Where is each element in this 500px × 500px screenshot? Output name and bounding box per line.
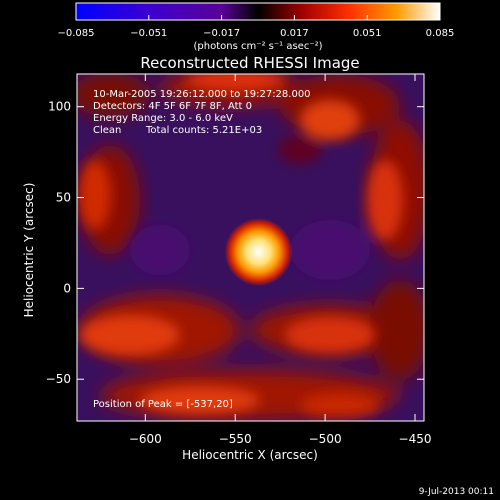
x-tick-label: −550 <box>219 432 252 446</box>
y-tick-label: 0 <box>63 281 71 295</box>
y-axis-label: Heliocentric Y (arcsec) <box>22 183 36 318</box>
x-tick-label: −600 <box>129 432 162 446</box>
x-tick-label: −450 <box>399 432 432 446</box>
annotation-detectors: Detectors: 4F 5F 6F 7F 8F, Att 0 <box>93 101 252 112</box>
colorbar-tick-label: −0.085 <box>57 28 94 39</box>
chart-title: Reconstructed RHESSI Image <box>140 54 359 72</box>
heatmap-image <box>77 74 424 421</box>
colorbar-gradient <box>75 2 441 21</box>
colorbar-tick-label: 0.017 <box>280 28 309 39</box>
colorbar-tick-label: −0.017 <box>203 28 240 39</box>
colorbar: −0.085 −0.051 −0.017 0.017 0.051 0.085 (photo… <box>57 2 454 52</box>
peak-position-label: Position of Peak = [-537,20] <box>93 399 233 410</box>
annotation-total-counts: Total counts: 5.21E+03 <box>145 125 262 136</box>
annotation-block: 10-Mar-2005 19:26:12.000 to 19:27:28.000… <box>93 89 311 136</box>
colorbar-tick-label: 0.051 <box>353 28 382 39</box>
annotation-time-range: 10-Mar-2005 19:26:12.000 to 19:27:28.000 <box>93 89 311 100</box>
y-axis-ticks: −50 0 50 100 <box>46 100 424 386</box>
plot-frame <box>76 73 425 422</box>
x-tick-label: −500 <box>309 432 342 446</box>
y-tick-label: 50 <box>56 191 71 205</box>
colorbar-ticks: −0.085 −0.051 −0.017 0.017 0.051 0.085 <box>57 15 454 39</box>
colorbar-tick-label: −0.051 <box>130 28 167 39</box>
annotation-method: Clean <box>93 125 121 136</box>
x-axis-ticks: −600 −550 −500 −450 <box>129 74 432 446</box>
footer-timestamp: 9-Jul-2013 00:11 <box>419 487 494 497</box>
peak-source <box>224 218 293 287</box>
y-tick-label: −50 <box>46 372 71 386</box>
x-axis-label: Heliocentric X (arcsec) <box>182 448 318 462</box>
y-tick-label: 100 <box>48 100 71 114</box>
colorbar-tick-label: 0.085 <box>426 28 455 39</box>
colorbar-unit-label: (photons cm⁻² s⁻¹ asec⁻²) <box>193 41 322 52</box>
annotation-energy-range: Energy Range: 3.0 - 6.0 keV <box>93 113 233 124</box>
